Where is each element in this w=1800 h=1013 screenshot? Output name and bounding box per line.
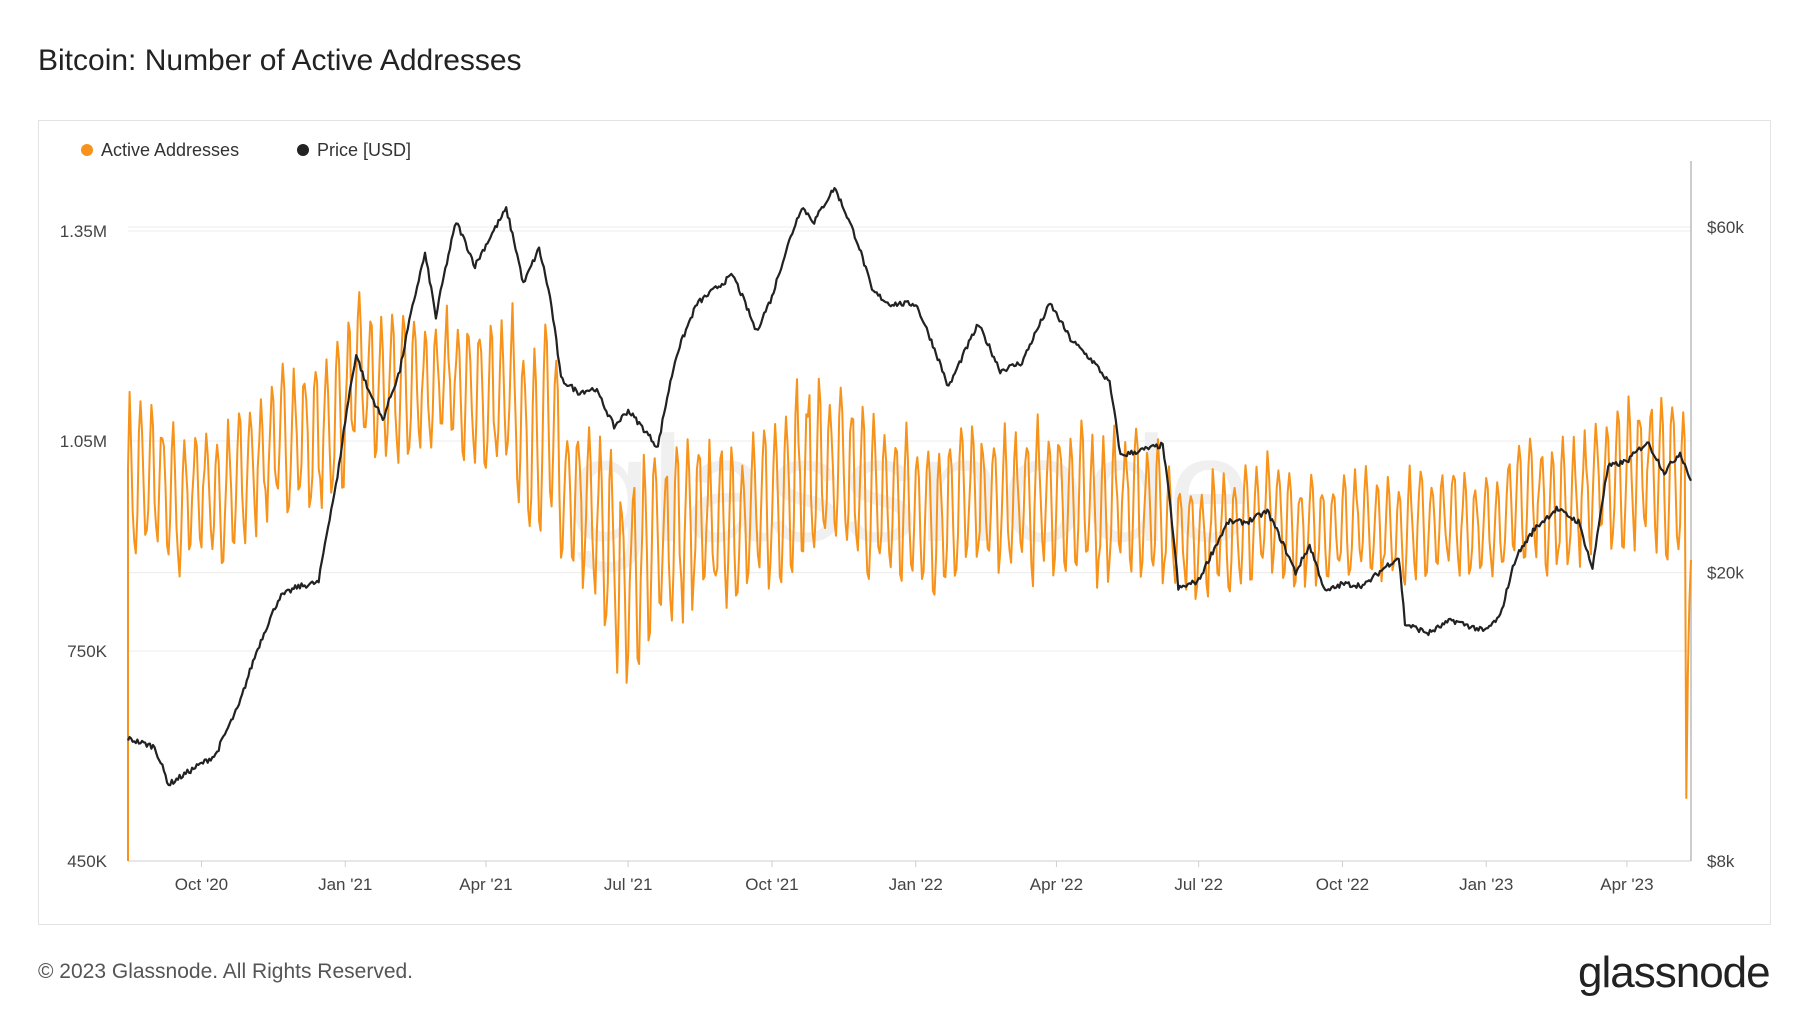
axes: 450K 750K 1.05M 1.35M $8k $20k $60k Oct '20 Jan …: [60, 161, 1744, 894]
chart-svg: glassnode 450K750K1.05M1.35M$8k$20k$60kO…: [60, 140, 1745, 894]
legend-dot: [297, 144, 309, 156]
y-left-tick-label: 750K: [67, 642, 107, 661]
series-layer: [126, 186, 1692, 861]
glassnode-logo[interactable]: glassnode: [1578, 948, 1771, 997]
legend-item-price[interactable]: Price [USD]: [297, 140, 411, 160]
chart-panel: glassnode 450K 750K 1.05M 1.35M $8k $20k $60k O…: [38, 120, 1771, 925]
x-tick-label: Jan '22: [889, 875, 943, 894]
x-tick-label: Oct '20: [175, 875, 228, 894]
x-tick-label: Jan '21: [318, 875, 372, 894]
x-tick-label: Oct '22: [1316, 875, 1369, 894]
legend-label: Active Addresses: [101, 140, 239, 160]
x-tick-label: Jul '22: [1174, 875, 1223, 894]
legend[interactable]: Active Addresses Price [USD]: [81, 140, 411, 160]
y-left-tick-label: 1.05M: [60, 432, 107, 451]
x-tick-label: Jan '23: [1459, 875, 1513, 894]
y-right-tick-label: $20k: [1707, 564, 1744, 583]
copyright-footer: © 2023 Glassnode. All Rights Reserved.: [38, 960, 414, 983]
legend-item-active-addresses[interactable]: Active Addresses: [81, 140, 239, 160]
legend-dot: [81, 144, 93, 156]
x-tick-label: Apr '23: [1600, 875, 1653, 894]
legend-label: Price [USD]: [317, 140, 411, 160]
price-line: [126, 186, 1692, 787]
page-title: Bitcoin: Number of Active Addresses: [38, 44, 522, 77]
y-left-tick-label: 1.35M: [60, 222, 107, 241]
y-left-tick-label: 450K: [67, 852, 107, 871]
y-right-tick-label: $60k: [1707, 218, 1744, 237]
x-tick-label: Apr '22: [1030, 875, 1083, 894]
y-right-tick-label: $8k: [1707, 852, 1735, 871]
x-tick-label: Apr '21: [459, 875, 512, 894]
x-tick-label: Jul '21: [604, 875, 653, 894]
active-addresses-line: [127, 291, 1692, 861]
x-tick-label: Oct '21: [745, 875, 798, 894]
